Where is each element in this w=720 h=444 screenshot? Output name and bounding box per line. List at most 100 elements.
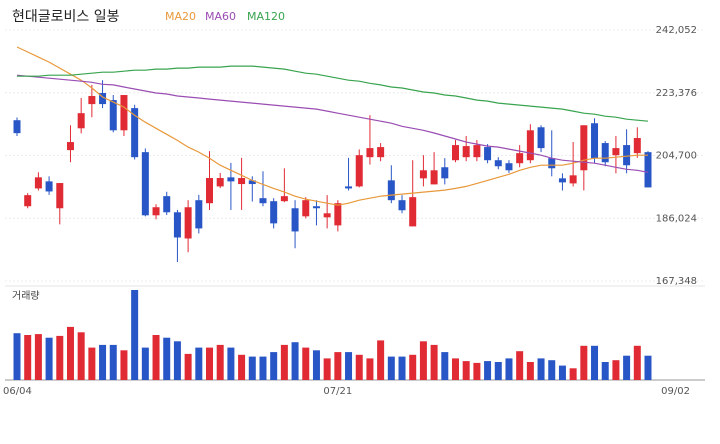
volume-bar [131,290,139,380]
volume-bar [45,337,53,380]
candle-body [484,147,492,161]
candle-body [387,180,395,201]
volume-bar [494,362,502,380]
volume-bar [88,347,96,380]
volume-bar [366,358,374,380]
volume-bar [109,344,117,380]
volume-bar [462,361,470,380]
ma-line [16,74,649,173]
candle-body [227,177,235,182]
candle-body [120,95,128,131]
volume-bar [537,358,545,380]
candle-body [56,183,64,209]
chart-title: 현대글로비스 일봉 [12,9,120,25]
volume-bar [302,347,310,380]
volume-bar [377,340,385,380]
volume-bar [345,352,353,380]
volume-bar [516,351,524,380]
legend-label: MA20 [165,10,196,23]
volume-bar [355,354,363,380]
volume-bar [591,345,599,380]
volume-bar [612,360,620,380]
y-tick-label: 204,700 [656,151,697,162]
volume-bar [248,356,256,380]
candle-body [345,186,353,189]
volume-bar [473,362,481,380]
volume-bar [141,347,149,380]
volume-bar [13,333,21,380]
x-tick-label: 07/21 [323,386,352,397]
volume-bar [430,344,438,380]
x-tick-label: 09/02 [661,386,690,397]
volume-bar [77,332,85,380]
volume-bar [34,334,42,380]
legend-label: MA120 [247,10,285,23]
y-tick-label: 242,052 [656,25,697,36]
candle-body [377,147,385,158]
volume-bar [623,355,631,380]
candle-body [462,146,470,158]
candle-body [184,207,192,239]
candle-body [623,145,631,166]
legend-label: MA60 [205,10,236,23]
candle-body [323,213,331,218]
volume-bar [633,345,641,380]
candle-body [366,148,374,158]
volume-bar [312,350,320,380]
volume-bar [505,358,513,380]
candle-body [152,207,160,216]
volume-bar [419,341,427,380]
candle-body [580,125,588,171]
candle-body [548,158,556,169]
volume-bar [334,352,342,380]
candle-body [494,160,502,167]
volume-bar [441,352,449,380]
candle-body [280,196,288,202]
volume-bar [238,354,246,380]
volume-bar [526,362,534,380]
candle-body [291,208,299,232]
candle-body [430,170,438,185]
candle-body [206,178,214,204]
volume-bar [173,341,181,380]
volume-bar [99,344,107,380]
candle-body [163,196,171,213]
candle-body [77,113,85,129]
volume-label: 거래량 [12,290,40,302]
ma-line [17,65,649,122]
ma-line [16,46,648,206]
y-tick-label: 186,024 [656,213,697,224]
candle-body [88,96,96,105]
candle-body [173,212,181,238]
candle-body [195,200,203,229]
volume-bar [195,347,203,380]
volume-bar [184,353,192,380]
candle-body [312,206,320,209]
volume-bar [387,356,395,380]
candle-body [131,108,139,158]
volume-bar [291,342,299,380]
volume-bar [270,352,278,380]
volume-bar [152,335,160,380]
candle-body [34,177,42,189]
candle-body [248,180,256,185]
y-tick-label: 223,376 [656,88,697,99]
volume-bar [558,365,566,380]
volume-bar [323,358,331,380]
candle-body [398,200,406,211]
volume-bar [216,344,224,380]
candle-body [591,123,599,159]
y-tick-label: 167,348 [656,276,697,287]
candle-body [13,120,21,134]
volume-bar [120,350,128,380]
candle-body [441,167,449,179]
candle-body [334,203,342,226]
candle-body [558,178,566,183]
volume-bar [601,362,609,380]
candle-body [537,127,545,149]
candle-body [24,195,32,207]
volume-bar [569,368,577,380]
volume-bar [206,347,214,380]
volume-bar [227,347,235,380]
